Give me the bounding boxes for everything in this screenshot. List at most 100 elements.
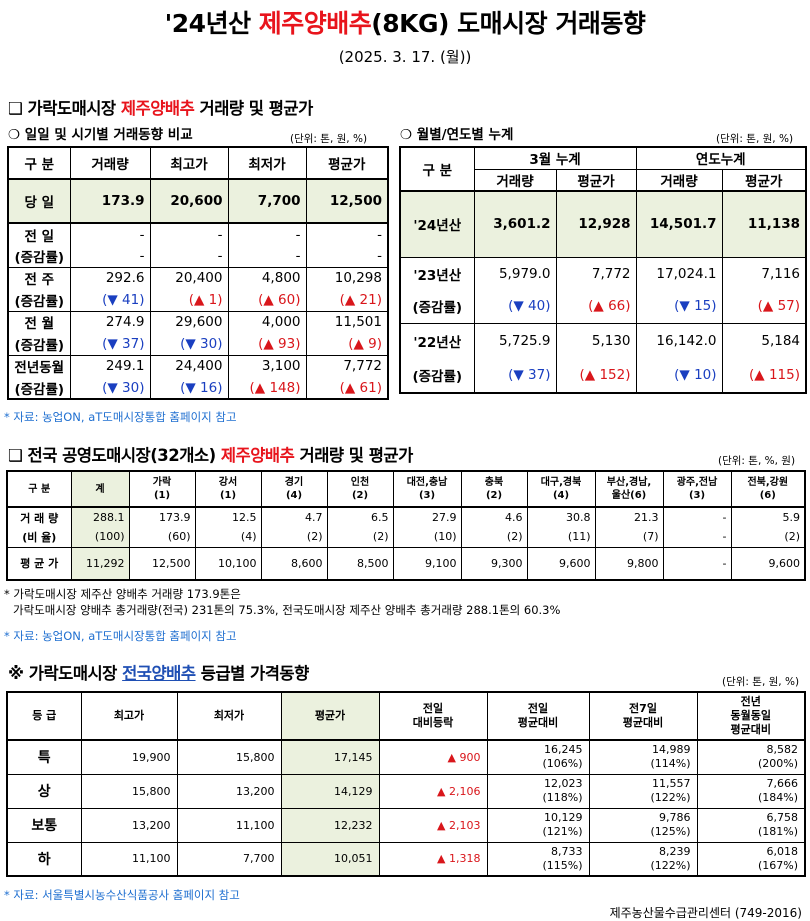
cell: 9,800	[594, 546, 664, 581]
cell: 5,725.9	[473, 322, 557, 358]
table-row-prevweek-rate: (증감률) (▼ 41) (▲ 1) (▲ 60) (▲ 21)	[7, 289, 389, 312]
table-row-prevday-rate: (증감률) - - - -	[7, 245, 389, 268]
cell: (2)	[730, 527, 806, 548]
grade-label: 하	[6, 841, 82, 877]
cell: (10)	[392, 527, 462, 548]
row-label: (증감률)	[7, 377, 71, 400]
cell: 13,200	[80, 807, 178, 843]
table-row-price: 평 균 가 11,292 12,500 10,100 8,600 8,500 9…	[6, 546, 806, 581]
header-cell-total: 계	[70, 470, 130, 508]
cell: (▲ 93)	[227, 333, 307, 356]
header-cell: 구 분	[399, 146, 475, 192]
cell: 288.1	[70, 506, 130, 527]
cell: (2)	[460, 527, 528, 548]
table-row-y23: '23년산 5,979.0 7,772 17,024.1 7,116	[399, 256, 807, 290]
header-cell: 거래량	[69, 146, 151, 180]
cell: 9,100	[392, 546, 462, 581]
cell: 4,000	[227, 310, 307, 333]
cell: 15,800	[176, 739, 282, 775]
header-cell: 구 분	[7, 146, 71, 180]
header-cell: 인천 (2)	[326, 470, 394, 508]
grade-label: 특	[6, 739, 82, 775]
table-row-prevyear-rate: (증감률) (▼ 30) (▼ 16) (▲ 148) (▲ 61)	[7, 377, 389, 400]
cell: 17,024.1	[635, 256, 723, 290]
table-row-y23-rate: (증감률) (▼ 40) (▲ 66) (▼ 15) (▲ 57)	[399, 290, 807, 324]
table-row-prevmonth: 전 월 274.9 29,600 4,000 11,501	[7, 310, 389, 333]
header-cell: 전일 대비등락	[378, 691, 488, 741]
cell: 11,557 (122%)	[588, 773, 698, 809]
cell: 12,500	[128, 546, 196, 581]
report-date: (2025. 3. 17. (월))	[338, 48, 472, 66]
cell: -	[662, 527, 732, 548]
cell: (▼ 30)	[149, 333, 229, 356]
cell: 7,772	[305, 354, 389, 377]
row-label: 전 일	[7, 222, 71, 245]
row-label: (비 율)	[6, 527, 72, 548]
cell: (▲ 1)	[149, 289, 229, 312]
header-cell: 대전,충남 (3)	[392, 470, 462, 508]
table-header-row: 거래량 평균가 거래량 평균가	[400, 168, 807, 192]
row-label: (증감률)	[399, 290, 475, 324]
source-note-1: * 자료: 농업ON, aT도매시장통합 홈페이지 참고	[4, 410, 237, 424]
cell: (4)	[194, 527, 262, 548]
cell: 14,129	[280, 773, 380, 809]
header-cell: 전일 평균대비	[486, 691, 590, 741]
cell: 7,700	[176, 841, 282, 877]
cell: ▲ 900	[378, 739, 488, 775]
cell: 11,138	[721, 190, 807, 258]
table-row-ratio: (비 율) (100) (60) (4) (2) (2) (10) (2) (1…	[6, 527, 806, 548]
cell: (▼ 37)	[69, 333, 151, 356]
header-cell: 평균가	[280, 691, 380, 741]
cell: -	[227, 222, 307, 245]
cell: 14,501.7	[635, 190, 723, 258]
cell: (▲ 61)	[305, 377, 389, 400]
cell: 12.5	[194, 506, 262, 527]
daily-trade-table: 구 분 거래량 최고가 최저가 평균가 당 일 173.9 20,600 7,7…	[7, 146, 389, 400]
row-label: 당 일	[7, 178, 71, 224]
cell: (▼ 10)	[635, 358, 723, 394]
cell: 24,400	[149, 354, 229, 377]
table-row: 하 11,100 7,700 10,051 ▲ 1,318 8,733 (115%…	[6, 841, 806, 877]
table-row-today: 당 일 173.9 20,600 7,700 12,500	[7, 178, 389, 224]
cell: 12,928	[555, 190, 637, 258]
cell: 8,239 (122%)	[588, 841, 698, 877]
source-note-3: * 자료: 서울특별시농수산식품공사 홈페이지 참고	[4, 888, 240, 902]
table-header-row: 구 분 계 가락 (1) 강서 (1) 경기 (4) 인천 (2) 대전,충남 (3) 충…	[6, 470, 806, 508]
cell: ▲ 1,318	[378, 841, 488, 877]
grade-label: 보통	[6, 807, 82, 843]
cell: 8,733 (115%)	[486, 841, 590, 877]
cell: 17,145	[280, 739, 380, 775]
cell: -	[305, 245, 389, 268]
cell: 16,245 (106%)	[486, 739, 590, 775]
row-label: (증감률)	[399, 358, 475, 394]
cell: 292.6	[69, 266, 151, 289]
cell: (▼ 16)	[149, 377, 229, 400]
table-row-volume: 거 래 량 288.1 173.9 12.5 4.7 6.5 27.9 4.6 …	[6, 506, 806, 527]
cell: 5,130	[555, 322, 637, 358]
header-cell: 구 분	[6, 470, 72, 508]
cell: 7,700	[227, 178, 307, 224]
unit-daily: (단위: 톤, 원, %)	[290, 133, 368, 145]
cell: 7,772	[555, 256, 637, 290]
header-cell: 전북,강원 (6)	[730, 470, 806, 508]
cell: (▼ 37)	[473, 358, 557, 394]
cell: (▼ 15)	[635, 290, 723, 324]
cell: -	[662, 546, 732, 581]
table-header-row: 구 분 거래량 최고가 최저가 평균가	[7, 146, 389, 180]
section-garak-jeju: ❑ 가락도매시장 제주양배추 거래량 및 평균가	[8, 99, 313, 118]
table-row: 특 19,900 15,800 17,145 ▲ 900 16,245 (106%…	[6, 739, 806, 775]
section-national: ❑ 전국 공영도매시장(32개소) 제주양배추 거래량 및 평균가	[8, 446, 413, 465]
header-cell: 평균가	[555, 168, 637, 192]
cell: 21.3	[594, 506, 664, 527]
note-line-1: * 가락도매시장 제주산 양배추 거래량 173.9톤은	[4, 587, 241, 601]
cell: 4.7	[260, 506, 328, 527]
cell: 15,800	[80, 773, 178, 809]
cell: 5.9	[730, 506, 806, 527]
cell: 8,600	[260, 546, 328, 581]
cell: -	[149, 222, 229, 245]
header-cell: 충북 (2)	[460, 470, 528, 508]
row-label: 평 균 가	[6, 546, 72, 581]
unit-grade: (단위: 톤, 원, %)	[722, 676, 800, 688]
cell: 173.9	[69, 178, 151, 224]
cell: 9,786 (125%)	[588, 807, 698, 843]
